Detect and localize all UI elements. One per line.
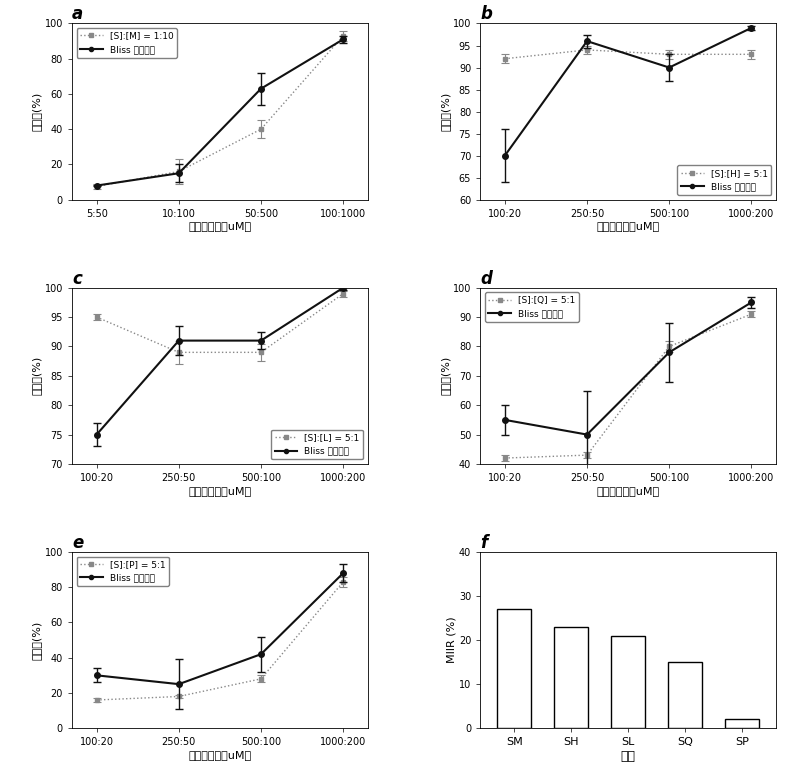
- Legend: [S]:[M] = 1:10, Bliss 加和效果: [S]:[M] = 1:10, Bliss 加和效果: [77, 28, 178, 58]
- X-axis label: 剂量和比率（uM）: 剂量和比率（uM）: [188, 750, 251, 760]
- Text: b: b: [480, 5, 492, 23]
- X-axis label: 剂量和比率（uM）: 剂量和比率（uM）: [188, 222, 251, 232]
- Text: d: d: [480, 269, 492, 287]
- Text: e: e: [72, 534, 83, 552]
- Text: c: c: [72, 269, 82, 287]
- Y-axis label: 抑制率(%): 抑制率(%): [440, 356, 450, 395]
- Text: a: a: [72, 5, 83, 23]
- Y-axis label: 抑制率(%): 抑制率(%): [440, 92, 450, 132]
- Legend: [S]:[P] = 5:1, Bliss 加和效果: [S]:[P] = 5:1, Bliss 加和效果: [77, 557, 169, 586]
- Bar: [498, 609, 531, 728]
- X-axis label: 剂量和比率（uM）: 剂量和比率（uM）: [597, 485, 660, 496]
- X-axis label: 药对: 药对: [621, 750, 636, 763]
- Y-axis label: MIlR (%): MIlR (%): [446, 617, 456, 663]
- Y-axis label: 抑制率(%): 抑制率(%): [32, 92, 42, 132]
- Bar: [554, 627, 588, 728]
- Bar: [668, 662, 702, 728]
- Y-axis label: 抑制率(%): 抑制率(%): [32, 356, 42, 395]
- Legend: [S]:[Q] = 5:1, Bliss 加和效果: [S]:[Q] = 5:1, Bliss 加和效果: [485, 292, 579, 322]
- Legend: [S]:[H] = 5:1, Bliss 加和效果: [S]:[H] = 5:1, Bliss 加和效果: [678, 165, 771, 195]
- X-axis label: 剂量和比率（uM）: 剂量和比率（uM）: [597, 222, 660, 232]
- Legend: [S]:[L] = 5:1, Bliss 加和效果: [S]:[L] = 5:1, Bliss 加和效果: [271, 430, 363, 460]
- X-axis label: 剂量和比率（uM）: 剂量和比率（uM）: [188, 485, 251, 496]
- Y-axis label: 抑制率(%): 抑制率(%): [32, 620, 42, 660]
- Text: f: f: [480, 534, 487, 552]
- Bar: [611, 636, 645, 728]
- Bar: [725, 720, 759, 728]
